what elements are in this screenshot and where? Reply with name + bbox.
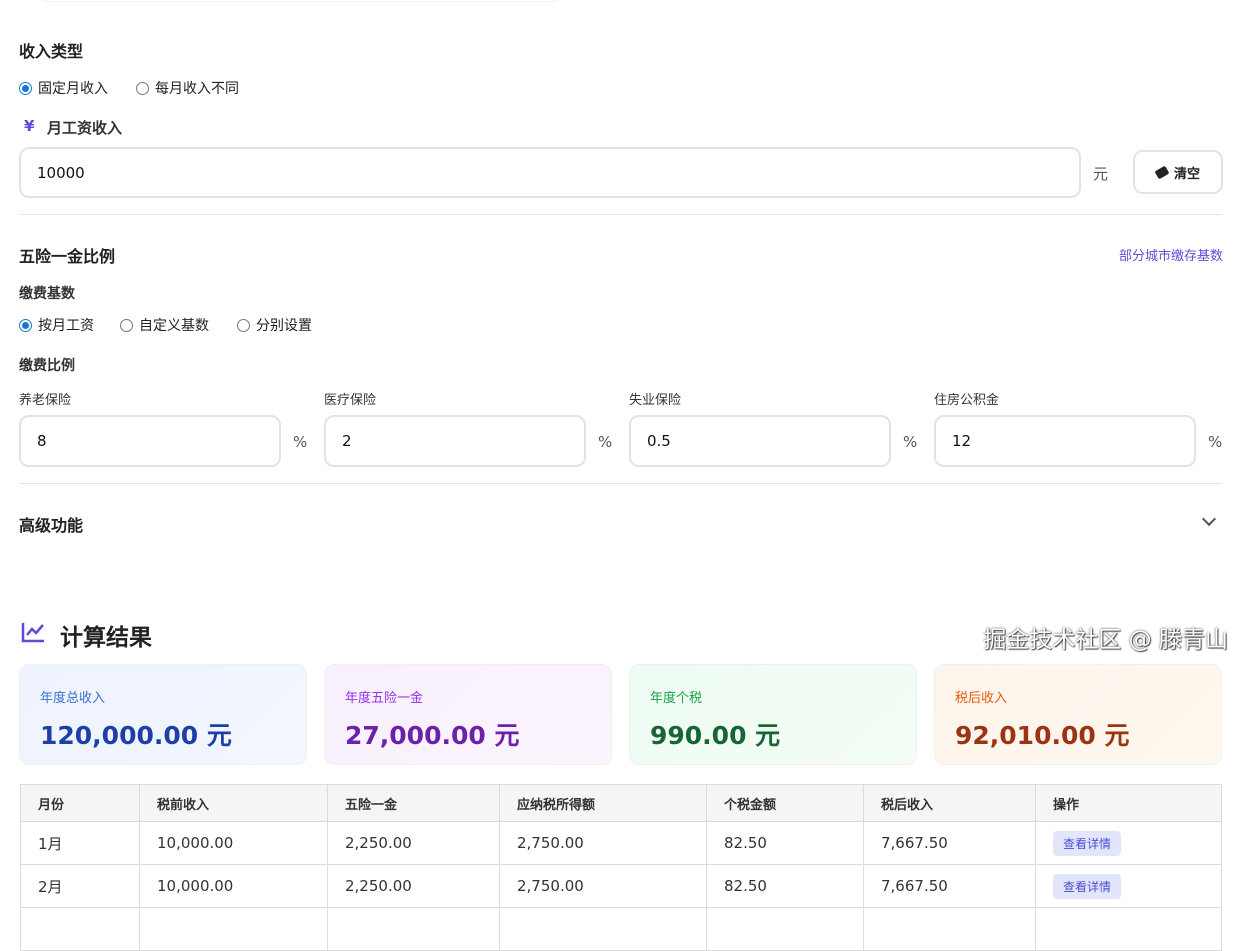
medical-unit: % bbox=[598, 433, 613, 451]
advanced-title[interactable]: 高级功能 bbox=[19, 516, 84, 535]
pension-unit: % bbox=[293, 433, 308, 451]
results-title: 计算结果 bbox=[60, 625, 152, 651]
medical-label: 医疗保险 bbox=[324, 393, 377, 408]
base-label: 缴费基数 bbox=[19, 286, 75, 302]
pension-input[interactable]: 8 bbox=[19, 415, 281, 467]
housing-fund-unit: % bbox=[1208, 433, 1223, 451]
radio-fixed-income[interactable]: 固定月收入 bbox=[19, 78, 108, 98]
radio-variable-income[interactable]: 每月收入不同 bbox=[136, 78, 239, 98]
table-row: 2月 10,000.00 2,250.00 2,750.00 82.50 7,667.50… bbox=[20, 864, 1222, 908]
salary-input[interactable]: 10000 bbox=[19, 147, 1081, 198]
housing-fund-input[interactable]: 12 bbox=[934, 415, 1196, 467]
city-base-link[interactable]: 部分城市缴存基数 bbox=[1118, 249, 1223, 264]
divider bbox=[19, 214, 1222, 215]
view-details-button[interactable]: 查看详情 bbox=[1053, 873, 1122, 899]
top-panel-edge bbox=[40, 0, 560, 2]
divider bbox=[19, 483, 1222, 484]
col-insurance: 五险一金 bbox=[327, 784, 500, 822]
table-row: 1月 10,000.00 2,250.00 2,750.00 82.50 7,667.50… bbox=[20, 821, 1222, 865]
watermark: 掘金技术社区 @ 滕青山 bbox=[983, 627, 1228, 653]
col-aftertax: 税后收入 bbox=[863, 784, 1036, 822]
medical-input[interactable]: 2 bbox=[324, 415, 586, 467]
salary-unit: 元 bbox=[1093, 165, 1109, 183]
unemployment-label: 失业保险 bbox=[629, 393, 682, 408]
unemployment-unit: % bbox=[903, 433, 918, 451]
insurance-title: 五险一金比例 bbox=[19, 247, 116, 266]
ratio-label: 缴费比例 bbox=[19, 358, 75, 374]
clear-button[interactable]: 清空 bbox=[1133, 150, 1223, 194]
yen-icon: ¥ bbox=[24, 117, 35, 135]
radio-base-separate[interactable]: 分别设置 bbox=[237, 315, 312, 335]
chart-line-icon bbox=[21, 623, 44, 643]
pension-label: 养老保险 bbox=[19, 393, 72, 408]
card-after-tax: 税后收入 92,010.00 元 bbox=[934, 664, 1222, 765]
card-annual-income: 年度总收入 120,000.00 元 bbox=[19, 664, 307, 765]
col-taxable: 应纳税所得额 bbox=[499, 784, 707, 822]
income-type-title: 收入类型 bbox=[19, 42, 84, 61]
view-details-button[interactable]: 查看详情 bbox=[1053, 830, 1122, 856]
col-month: 月份 bbox=[20, 784, 140, 822]
radio-base-salary[interactable]: 按月工资 bbox=[19, 315, 94, 335]
card-annual-tax: 年度个税 990.00 元 bbox=[629, 664, 917, 765]
card-annual-insurance: 年度五险一金 27,000.00 元 bbox=[324, 664, 612, 765]
col-tax: 个税金额 bbox=[706, 784, 864, 822]
salary-label: 月工资收入 bbox=[47, 119, 123, 137]
chevron-down-icon[interactable] bbox=[1201, 511, 1217, 527]
monthly-table: 月份 税前收入 五险一金 应纳税所得额 个税金额 税后收入 操作 1月 10,00… bbox=[20, 784, 1222, 951]
housing-fund-label: 住房公积金 bbox=[934, 393, 1000, 408]
unemployment-input[interactable]: 0.5 bbox=[629, 415, 891, 467]
radio-base-custom[interactable]: 自定义基数 bbox=[120, 315, 209, 335]
col-pretax: 税前收入 bbox=[139, 784, 328, 822]
table-header: 月份 税前收入 五险一金 应纳税所得额 个税金额 税后收入 操作 bbox=[20, 784, 1222, 822]
eraser-icon bbox=[1154, 165, 1170, 179]
col-action: 操作 bbox=[1035, 784, 1222, 822]
